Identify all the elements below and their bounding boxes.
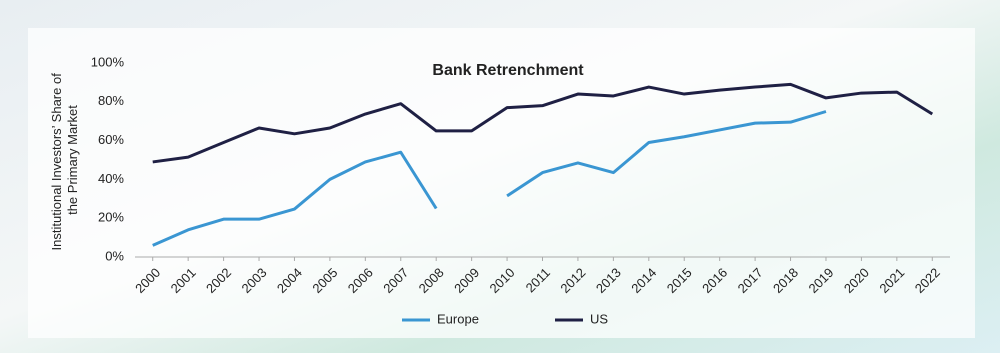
line-series: [152, 82, 934, 164]
y-tick-label: 0%: [105, 248, 124, 263]
y-tick-label: 80%: [98, 93, 124, 108]
legend-label: US: [590, 311, 608, 326]
chart-title: Bank Retrenchment: [432, 62, 584, 79]
panel: [28, 28, 975, 338]
line-series: [152, 110, 827, 247]
legend-label: Europe: [437, 311, 479, 326]
y-tick-label: 100%: [91, 54, 125, 69]
y-axis-label: Institutional Investors’ Share of the Pr…: [49, 70, 80, 251]
y-axis-label-line: the Primary Market: [65, 105, 80, 215]
y-tick-label: 20%: [98, 210, 124, 225]
y-tick-label: 40%: [98, 171, 124, 186]
y-axis-label-line: Institutional Investors’ Share of: [49, 73, 64, 251]
y-tick-label: 60%: [98, 132, 124, 147]
